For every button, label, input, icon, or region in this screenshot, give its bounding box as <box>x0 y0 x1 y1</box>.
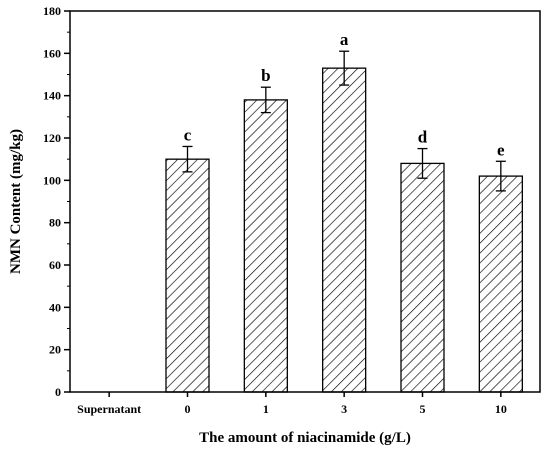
bar <box>165 158 210 393</box>
bar <box>243 99 288 393</box>
y-tick-label: 120 <box>43 131 61 145</box>
x-tick-label: 5 <box>420 402 426 416</box>
y-tick-label: 100 <box>43 173 61 187</box>
x-axis-title: The amount of niacinamide (g/L) <box>199 430 411 446</box>
y-axis-title: NMN Content (mg/kg) <box>8 129 24 274</box>
bar <box>478 175 523 393</box>
plot-area: 0 20 40 60 80 100 120 140 160 180 Supernatant 0 c 1 b 3… <box>43 4 541 416</box>
bar <box>400 162 445 393</box>
x-tick-label: 0 <box>185 402 191 416</box>
significance-label: b <box>261 66 270 85</box>
significance-label: a <box>340 30 349 49</box>
y-tick-label: 60 <box>49 258 61 272</box>
significance-label: c <box>184 125 192 144</box>
y-tick-label: 20 <box>49 343 61 357</box>
significance-label: d <box>418 128 428 147</box>
y-tick-label: 80 <box>49 216 61 230</box>
significance-label: e <box>497 140 505 159</box>
x-tick-label: Supernatant <box>77 402 141 416</box>
bar <box>322 67 367 393</box>
x-tick-label: 1 <box>263 402 269 416</box>
y-tick-label: 140 <box>43 89 61 103</box>
y-tick-label: 160 <box>43 46 61 60</box>
y-tick-label: 0 <box>55 385 61 399</box>
y-tick-label: 180 <box>43 4 61 18</box>
plot-frame <box>69 10 541 393</box>
x-tick-label: 10 <box>495 402 507 416</box>
y-tick-label: 40 <box>49 300 61 314</box>
x-tick-label: 3 <box>341 402 347 416</box>
